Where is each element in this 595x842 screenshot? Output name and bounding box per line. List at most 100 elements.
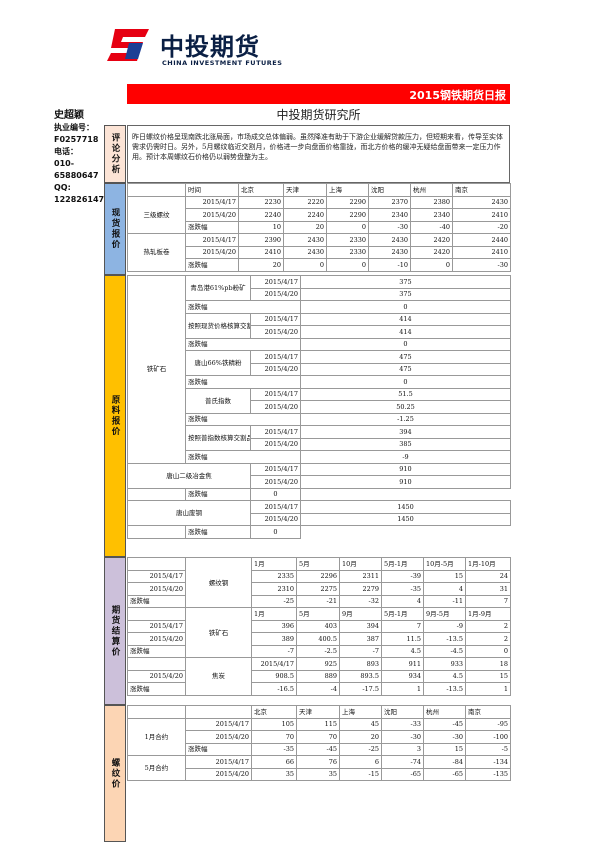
basis-cell: -134 <box>465 755 511 769</box>
row-label: 涨跌幅 <box>185 300 301 314</box>
column-header: 1月-10月 <box>465 557 511 571</box>
row-label: 2015/4/17 <box>250 462 301 476</box>
price-cell: 2296 <box>296 569 340 583</box>
basis-cell: -95 <box>465 717 511 731</box>
analyst-line: QQ: <box>54 183 71 192</box>
report-title-bar: 2015钢铁期货日报 <box>127 84 510 104</box>
blank-cell <box>127 607 186 621</box>
price-cell: 889 <box>296 669 340 683</box>
item-label: 按照现货价格核算交割品级成本 <box>185 312 251 339</box>
basis-cell: 15 <box>423 742 466 756</box>
row-label: 涨跌幅 <box>185 412 301 426</box>
basis-cell: 35 <box>296 767 340 781</box>
row-label: 2015/4/17 <box>250 275 301 289</box>
price-cell: 4.5 <box>381 644 424 658</box>
price-cell: 893.5 <box>339 669 382 683</box>
basis-cell: -33 <box>381 717 424 731</box>
basis-cell: 105 <box>251 717 297 731</box>
table-row: 涨跌幅 10 20 0 -30 -40 -20 <box>128 220 511 234</box>
contract-label: 5月合约 <box>127 755 186 781</box>
row-label: 2015/4/17 <box>127 619 186 633</box>
price-cell: 475 <box>300 350 511 364</box>
basis-cell: -35 <box>251 742 297 756</box>
price-cell: 385 <box>300 437 511 451</box>
raw-material-table: 铁矿石 青岛港61%pb粉矿 2015/4/17 375 2015/4/20 375 涨跌幅… <box>127 275 511 539</box>
price-cell: -7 <box>251 644 297 658</box>
column-header: 杭州 <box>410 183 453 197</box>
row-label: 2015/4/17 <box>250 350 301 364</box>
item-label: 普氏指数 <box>185 387 251 414</box>
table-row: 时间 北京 天津 上海 沈阳 杭州 南京 <box>127 183 511 197</box>
row-label: 2015/4/20 <box>185 730 252 744</box>
column-header: 10月-5月 <box>423 557 466 571</box>
table-row: 涨跌幅 -35 -45 -25 3 15 -5 <box>128 742 511 756</box>
table-row: 涨跌幅 20 0 0 -10 0 -30 <box>128 258 511 272</box>
price-cell: -17.5 <box>339 682 382 696</box>
price-cell: 2340 <box>368 208 411 222</box>
price-cell: 387 <box>339 632 382 646</box>
basis-cell: 70 <box>296 730 340 744</box>
row-label: 2015/4/20 <box>127 669 186 683</box>
contract-label: 1月合约 <box>127 717 186 756</box>
price-cell: -1.25 <box>300 412 511 426</box>
row-label: 2015/4/20 <box>127 632 186 646</box>
table-row: 5月合约 2015/4/17 66 76 6 -74 -84 -134 <box>127 755 511 781</box>
price-cell: -35 <box>381 582 424 596</box>
basis-cell: -65 <box>381 767 424 781</box>
blank-cell <box>127 657 186 671</box>
company-logo: 中投期货 CHINA INVESTMENT FUTURES <box>105 25 282 75</box>
table-row: 2015/4/20 910 <box>128 475 511 489</box>
row-label: 2015/4/17 <box>251 657 297 671</box>
price-cell: 375 <box>300 287 511 301</box>
price-cell: 2420 <box>410 233 453 247</box>
price-cell: 1450 <box>300 500 511 514</box>
rebar-basis-table: 北京 天津 上海 沈阳 杭州 南京 1月合约 2015/4/17 105 115 45 -33 -45-… <box>127 705 511 781</box>
price-cell: -39 <box>381 569 424 583</box>
row-label: 2015/4/17 <box>185 717 252 731</box>
table-row: 三级螺纹 2015/4/17 2230 2220 2290 2370 2380 2430 <box>127 195 511 234</box>
analyst-line: 122826147 <box>54 195 105 204</box>
price-cell: -2.5 <box>296 644 340 658</box>
price-cell: 893 <box>339 657 382 671</box>
section-label: 评论分析 <box>110 133 120 175</box>
price-cell: 934 <box>381 669 424 683</box>
row-label: 涨跌幅 <box>185 375 301 389</box>
price-cell: 933 <box>423 657 466 671</box>
table-row: 涨跌幅 -9 <box>128 450 511 464</box>
column-header: 10月 <box>339 557 382 571</box>
row-label: 2015/4/20 <box>185 208 239 222</box>
row-label: 涨跌幅 <box>185 450 301 464</box>
price-cell: -7 <box>339 644 382 658</box>
row-label: 涨跌幅 <box>185 220 239 234</box>
blank-cell <box>185 705 252 719</box>
price-cell: -20 <box>452 220 511 234</box>
institute-name: 中投期货研究所 <box>276 108 361 122</box>
price-cell: 15 <box>423 569 466 583</box>
row-label: 2015/4/20 <box>250 287 301 301</box>
row-label: 2015/4/20 <box>250 475 301 489</box>
row-label: 涨跌幅 <box>185 525 251 539</box>
item-label: 唐山废钢 <box>127 500 251 526</box>
item-label: 青岛港61%pb粉矿 <box>185 275 251 301</box>
price-cell: 7 <box>381 619 424 633</box>
basis-cell: 20 <box>339 730 382 744</box>
item-label: 唐山二级冶金焦 <box>127 462 251 489</box>
row-label: 2015/4/17 <box>250 387 301 401</box>
price-cell: 2370 <box>368 195 411 209</box>
column-header: 9月-5月 <box>423 607 466 621</box>
price-cell: 2279 <box>339 582 382 596</box>
table-row: 铁矿石 1月 5月 9月 5月-1月 9月-5月 1月-9月 <box>127 607 511 658</box>
table-row: 2015/4/20 2310 2275 2279 -35 4 31 <box>127 582 511 596</box>
price-cell: -13.5 <box>423 632 466 646</box>
basis-cell: 3 <box>381 742 424 756</box>
blank-cell <box>127 557 186 571</box>
section-label: 期货结算价 <box>110 604 120 658</box>
price-cell: 0 <box>250 487 301 501</box>
price-cell: 1 <box>465 682 511 696</box>
table-row: 2015/4/20 2410 2430 2330 2430 2420 2410 <box>128 245 511 259</box>
column-header: 5月-1月 <box>381 607 424 621</box>
table-row: 2015/4/17 2335 2296 2311 -39 15 24 <box>127 569 511 583</box>
row-label: 涨跌幅 <box>185 337 301 351</box>
basis-cell: -135 <box>465 767 511 781</box>
